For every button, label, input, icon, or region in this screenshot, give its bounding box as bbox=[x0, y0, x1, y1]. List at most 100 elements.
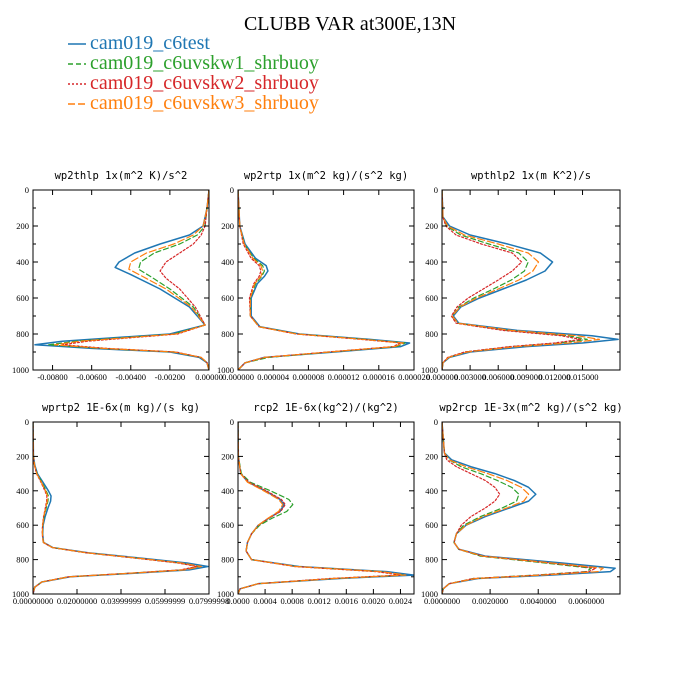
x-tick-label: 0.0020000 bbox=[472, 596, 508, 606]
x-tick-label: 0.000008 bbox=[292, 372, 324, 382]
y-tick-label: 200 bbox=[16, 451, 29, 461]
y-tick-label: 1000 bbox=[217, 365, 234, 375]
y-tick-label: 0 bbox=[230, 417, 234, 427]
panel-title: wp2rcp 1E-3x(m^2 kg)/(s^2 kg) bbox=[439, 402, 622, 414]
series-line bbox=[442, 190, 582, 370]
chart-panels: wp2thlp 1x(m^2 K)/s^2 0 200 400 600 800 1000 -0… bbox=[12, 170, 623, 606]
x-tick-label: 0.000000 bbox=[222, 372, 254, 382]
y-tick-label: 1000 bbox=[12, 589, 29, 599]
y-tick-label: 600 bbox=[221, 520, 234, 530]
y-tick-label: 800 bbox=[425, 329, 438, 339]
y-tick-label: 1000 bbox=[421, 365, 438, 375]
panel-title: wprtp2 1E-6x(m kg)/(s kg) bbox=[42, 402, 200, 414]
panel-title: wp2thlp 1x(m^2 K)/s^2 bbox=[55, 170, 188, 182]
x-tick-label: 0.0024 bbox=[389, 596, 413, 606]
x-tick-label: -0.00200 bbox=[155, 372, 185, 382]
x-tick-label: -0.00800 bbox=[37, 372, 67, 382]
panel-title: wpthlp2 1x(m K^2)/s bbox=[471, 170, 591, 182]
series-group bbox=[34, 190, 209, 370]
y-tick-label: 800 bbox=[425, 555, 438, 565]
series-line bbox=[33, 422, 202, 594]
x-tick-label: 0.0020 bbox=[362, 596, 385, 606]
x-tick-label: 0.000012 bbox=[328, 372, 360, 382]
y-tick-label: 600 bbox=[221, 293, 234, 303]
series-line bbox=[48, 190, 209, 370]
y-tick-label: 0 bbox=[434, 185, 438, 195]
x-tick-label: 0.000016 bbox=[363, 372, 395, 382]
series-line bbox=[442, 422, 604, 594]
series-line bbox=[238, 422, 407, 594]
y-tick-label: 1000 bbox=[12, 365, 29, 375]
y-tick-label: 400 bbox=[221, 486, 234, 496]
y-tick-label: 200 bbox=[425, 221, 438, 231]
y-tick-label: 200 bbox=[221, 221, 234, 231]
x-tick-label: 0.0000 bbox=[226, 596, 249, 606]
y-tick-label: 800 bbox=[16, 329, 29, 339]
y-tick-label: 600 bbox=[16, 293, 29, 303]
y-tick-label: 400 bbox=[425, 486, 438, 496]
x-tick-label: 0.012000 bbox=[538, 372, 570, 382]
y-tick-label: 400 bbox=[425, 257, 438, 267]
x-tick-label: 0.006000 bbox=[482, 372, 514, 382]
y-tick-label: 600 bbox=[425, 293, 438, 303]
y-tick-label: 800 bbox=[221, 329, 234, 339]
panel-title: rcp2 1E-6x(kg^2)/(kg^2) bbox=[253, 402, 398, 414]
x-tick-label: 0.0000000 bbox=[424, 596, 460, 606]
y-tick-label: 800 bbox=[16, 555, 29, 565]
chart-panel: wp2thlp 1x(m^2 K)/s^2 0 200 400 600 800 1000 -0… bbox=[12, 170, 223, 382]
y-tick-label: 1000 bbox=[421, 589, 438, 599]
y-tick-label: 0 bbox=[230, 185, 234, 195]
legend-label: cam019_c6uvskw3_shrbuoy bbox=[90, 92, 319, 114]
legend-label: cam019_c6uvskw1_shrbuoy bbox=[90, 52, 319, 74]
y-tick-label: 1000 bbox=[217, 589, 234, 599]
x-tick-label: 0.0060000 bbox=[568, 596, 604, 606]
legend-label: cam019_c6uvskw2_shrbuoy bbox=[90, 72, 319, 94]
y-tick-label: 400 bbox=[221, 257, 234, 267]
chart-panel: wp2rcp 1E-3x(m^2 kg)/(s^2 kg)0 200 400 600 8… bbox=[421, 402, 623, 606]
x-tick-label: 0.000000 bbox=[426, 372, 458, 382]
y-tick-label: 0 bbox=[25, 185, 29, 195]
chart-panel: rcp2 1E-6x(kg^2)/(kg^2) 0 200 400 600 800 1000… bbox=[217, 402, 415, 606]
x-tick-label: 0.015000 bbox=[567, 372, 599, 382]
chart-panel: wpthlp2 1x(m K^2)/s020040060080010000.00… bbox=[421, 170, 621, 382]
series-group bbox=[33, 422, 209, 594]
series-group bbox=[238, 422, 414, 594]
x-tick-label: 0.00000 bbox=[195, 372, 223, 382]
x-tick-label: 0.07999998 bbox=[189, 596, 229, 606]
legend-entry: cam019_c6uvskw2_shrbuoy bbox=[68, 72, 319, 94]
x-tick-label: 0.0004 bbox=[253, 596, 277, 606]
chart-panel: wprtp2 1E-6x(m kg)/(s kg) 0 200 400 600 800 10… bbox=[12, 402, 229, 606]
x-tick-label: 0.03999999 bbox=[101, 596, 141, 606]
x-tick-label: 0.0012 bbox=[308, 596, 331, 606]
figure-title: CLUBB VAR at300E,13N bbox=[244, 13, 456, 35]
x-tick-label: 0.0008 bbox=[280, 596, 303, 606]
y-tick-label: 200 bbox=[16, 221, 29, 231]
legend-entry: cam019_c6uvskw1_shrbuoy bbox=[68, 52, 319, 74]
panel-title: wp2rtp 1x(m^2 kg)/(s^2 kg) bbox=[244, 170, 408, 182]
series-line bbox=[442, 190, 600, 370]
series-line bbox=[442, 190, 619, 370]
series-line bbox=[442, 190, 588, 370]
x-tick-label: 0.000020 bbox=[398, 372, 430, 382]
series-group bbox=[238, 190, 411, 370]
legend-entry: cam019_c6uvskw3_shrbuoy bbox=[68, 92, 319, 114]
x-tick-label: 0.0016 bbox=[335, 596, 358, 606]
y-tick-label: 200 bbox=[425, 451, 438, 461]
legend-label: cam019_c6test bbox=[90, 32, 210, 54]
x-tick-label: 0.02000000 bbox=[57, 596, 97, 606]
legend: cam019_c6testcam019_c6uvskw1_shrbuoycam0… bbox=[68, 32, 319, 114]
y-tick-label: 0 bbox=[25, 417, 29, 427]
y-tick-label: 200 bbox=[221, 451, 234, 461]
series-group bbox=[442, 190, 619, 370]
y-tick-label: 600 bbox=[425, 520, 438, 530]
x-tick-label: -0.00600 bbox=[76, 372, 106, 382]
x-tick-label: -0.00400 bbox=[116, 372, 146, 382]
x-tick-label: 0.003000 bbox=[454, 372, 486, 382]
x-tick-label: 0.009000 bbox=[510, 372, 542, 382]
y-tick-label: 400 bbox=[16, 257, 29, 267]
legend-entry: cam019_c6test bbox=[68, 32, 210, 54]
y-tick-label: 800 bbox=[221, 555, 234, 565]
series-group bbox=[442, 422, 616, 594]
chart-panel: wp2rtp 1x(m^2 kg)/(s^2 kg) 0 200 400 600 800 1… bbox=[217, 170, 430, 382]
